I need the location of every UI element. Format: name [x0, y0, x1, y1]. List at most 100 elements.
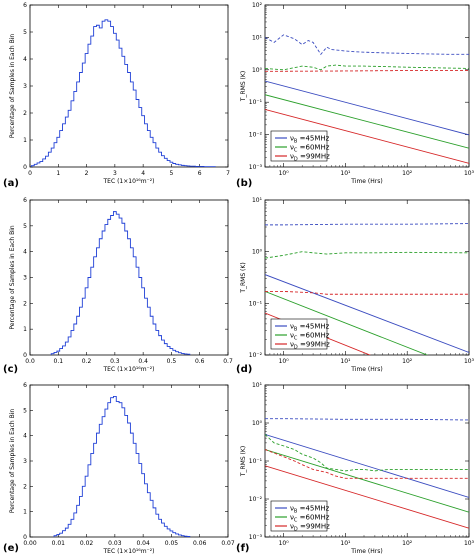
panel-label-e: (e): [3, 543, 19, 554]
x-tick-label: 10²: [402, 358, 413, 365]
y-tick-label: 0: [23, 352, 27, 359]
series-solid-green: [265, 291, 429, 355]
x-tick-label: 0.4: [138, 358, 148, 365]
x-tick-label: 10¹: [340, 540, 351, 547]
x-axis-label: TEC (1×10¹⁶m⁻²): [103, 366, 155, 373]
y-tick-label: 0: [23, 534, 27, 541]
y-axis-label: T_RMS (K): [240, 446, 247, 477]
x-tick-label: 7: [226, 170, 230, 177]
y-tick-label: 1: [23, 509, 27, 516]
y-tick-label: 1: [23, 326, 27, 333]
x-tick-label: 0.07: [221, 540, 235, 547]
x-axis-label: Time (Hrs): [350, 178, 382, 185]
x-tick-label: 10³: [464, 358, 474, 365]
y-tick-label: 2: [23, 483, 27, 490]
y-tick-label: 0: [23, 164, 27, 171]
y-tick-label: 6: [23, 382, 27, 389]
legend-entry: νB =45MHz: [290, 323, 330, 333]
series-dashed-blue: [265, 418, 469, 421]
y-tick-label: 10⁻³: [249, 164, 263, 171]
series-solid-red: [265, 465, 469, 529]
axes-frame: [264, 4, 470, 168]
y-tick-label: 2: [23, 300, 27, 307]
panel-label-f: (f): [236, 543, 250, 554]
axes-frame: [29, 4, 229, 168]
x-tick-label: 0.06: [193, 540, 207, 547]
y-tick-label: 10⁰: [252, 420, 263, 427]
x-axis-label: Time (Hrs): [350, 366, 382, 373]
y-tick-label: 10⁻¹: [249, 300, 263, 307]
y-tick-label: 10¹: [252, 197, 263, 204]
legend-entry: νC =60MHz: [290, 332, 330, 342]
series-dashed-blue: [265, 34, 469, 56]
x-tick-label: 10¹: [340, 170, 351, 177]
y-tick-label: 10⁻²: [249, 132, 263, 139]
y-axis-label: Percentage of Samples in Each Bin: [9, 225, 16, 330]
series-dashed-green: [265, 434, 469, 472]
axes-frame: [264, 199, 470, 356]
y-tick-label: 4: [23, 433, 27, 440]
histogram-steps: [50, 211, 191, 355]
x-tick-label: 0: [28, 170, 32, 177]
series-solid-green: [265, 449, 469, 513]
x-axis-label: Time (Hrs): [350, 548, 382, 554]
x-tick-label: 0.02: [80, 540, 94, 547]
y-tick-label: 2: [23, 110, 27, 117]
series-solid-green: [265, 94, 469, 149]
y-tick-label: 6: [23, 2, 27, 9]
series-dashed-blue: [265, 223, 469, 226]
y-tick-label: 3: [23, 275, 27, 282]
legend-entry: νB =45MHz: [290, 505, 330, 515]
series-solid-blue: [265, 434, 469, 498]
y-tick-label: 5: [23, 223, 27, 230]
x-tick-label: 0.01: [52, 540, 66, 547]
x-tick-label: 0.0: [25, 358, 35, 365]
axes-frame: [29, 199, 229, 356]
series-solid-blue: [265, 274, 469, 353]
panel-label-b: (b): [236, 178, 252, 189]
y-tick-label: 10⁻²: [249, 496, 263, 503]
panel-c: (c) 0.0 0.1 0.2 0.3 0.4 0.5 0.6 0.7 0 1 2 3 4 5 6 TEC (1…: [3, 197, 233, 375]
x-tick-label: 0.05: [165, 540, 179, 547]
x-tick-label: 10⁰: [279, 358, 290, 365]
series-solid-blue: [265, 80, 469, 136]
y-tick-label: 5: [23, 29, 27, 36]
y-tick-label: 4: [23, 56, 27, 63]
legend-entry: νD =99MHz: [290, 153, 330, 163]
x-tick-label: 4: [141, 170, 145, 177]
y-tick-label: 3: [23, 83, 27, 90]
y-tick-label: 3: [23, 458, 27, 465]
y-tick-label: 4: [23, 249, 27, 256]
panel-label-d: (d): [236, 364, 252, 375]
x-tick-label: 0.04: [136, 540, 150, 547]
series-dashed-red: [265, 290, 469, 295]
legend-entry: νC =60MHz: [290, 514, 330, 524]
y-axis-label: Percentage of Samples in Each Bin: [9, 34, 16, 139]
x-tick-label: 5: [170, 170, 174, 177]
series-solid-red: [265, 108, 469, 164]
x-tick-label: 0.1: [54, 358, 64, 365]
x-axis-label: TEC (1×10¹⁶m⁻²): [103, 548, 155, 554]
x-tick-label: 10³: [464, 170, 474, 177]
axes-frame: [29, 384, 229, 538]
x-tick-label: 0.5: [167, 358, 177, 365]
x-axis-label: TEC (1×10¹⁶m⁻²): [103, 178, 155, 185]
y-tick-label: 5: [23, 407, 27, 414]
series-dashed-red: [265, 449, 469, 479]
y-tick-label: 1: [23, 137, 27, 144]
y-tick-label: 10⁰: [252, 249, 263, 256]
panel-a: (a) 0 1 2 3 4 5 6 7 0 1 2 3 4 5 6 TEC (1×10¹⁶m⁻²) Percent…: [3, 2, 230, 189]
series-dashed-red: [265, 70, 469, 72]
x-tick-label: 10³: [464, 540, 474, 547]
panel-b: (b) 10⁰ 10¹ 10² 10³ 10⁻³ 10⁻² 10⁻¹ 10⁰ 10¹ 10² νB =…: [236, 2, 474, 189]
y-tick-label: 10⁻¹: [249, 458, 263, 465]
y-tick-label: 10⁻³: [249, 534, 263, 541]
y-tick-label: 10¹: [252, 34, 263, 41]
x-tick-label: 1: [56, 170, 60, 177]
series-dashed-green: [265, 251, 469, 259]
x-tick-label: 10⁰: [279, 540, 290, 547]
y-tick-label: 10²: [252, 2, 263, 9]
y-tick-label: 10⁻¹: [249, 99, 263, 106]
